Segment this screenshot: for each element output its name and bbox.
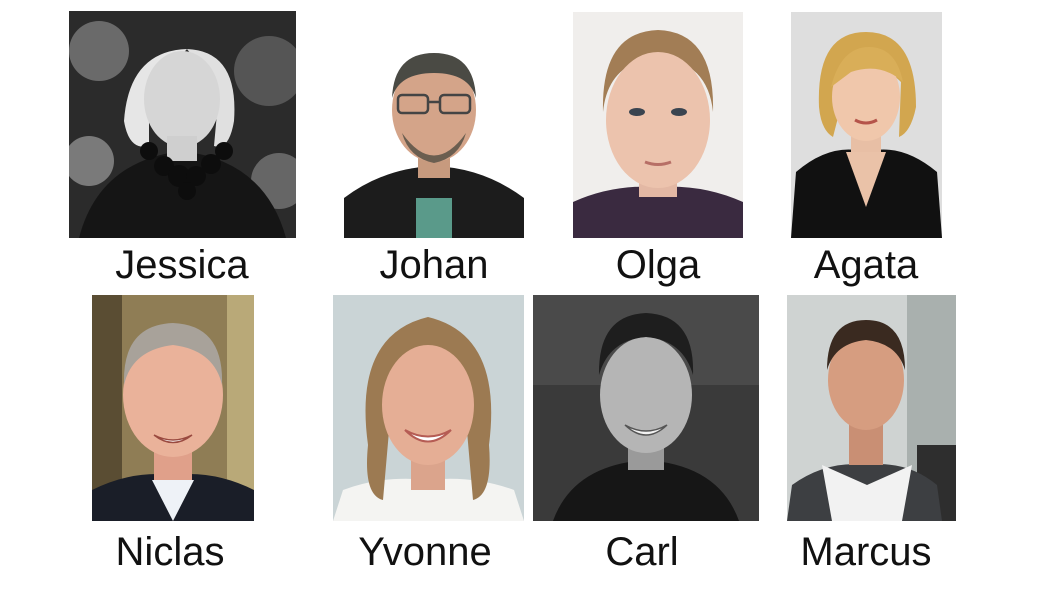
portrait-agata bbox=[791, 12, 942, 238]
name-niclas: Niclas bbox=[115, 530, 225, 574]
name-johan: Johan bbox=[379, 243, 489, 287]
name-olga: Olga bbox=[615, 243, 701, 287]
portrait-carl bbox=[533, 295, 759, 521]
name-yvonne: Yvonne bbox=[358, 530, 492, 574]
portrait-johan bbox=[344, 28, 524, 238]
name-carl: Carl bbox=[605, 530, 679, 574]
portrait-jessica bbox=[69, 11, 296, 238]
name-marcus: Marcus bbox=[800, 530, 932, 574]
portrait-niclas bbox=[92, 295, 254, 521]
portrait-marcus bbox=[787, 295, 956, 521]
name-jessica: Jessica bbox=[115, 243, 249, 287]
portrait-yvonne bbox=[333, 295, 524, 521]
portrait-olga bbox=[573, 12, 743, 238]
name-agata: Agata bbox=[813, 243, 919, 287]
